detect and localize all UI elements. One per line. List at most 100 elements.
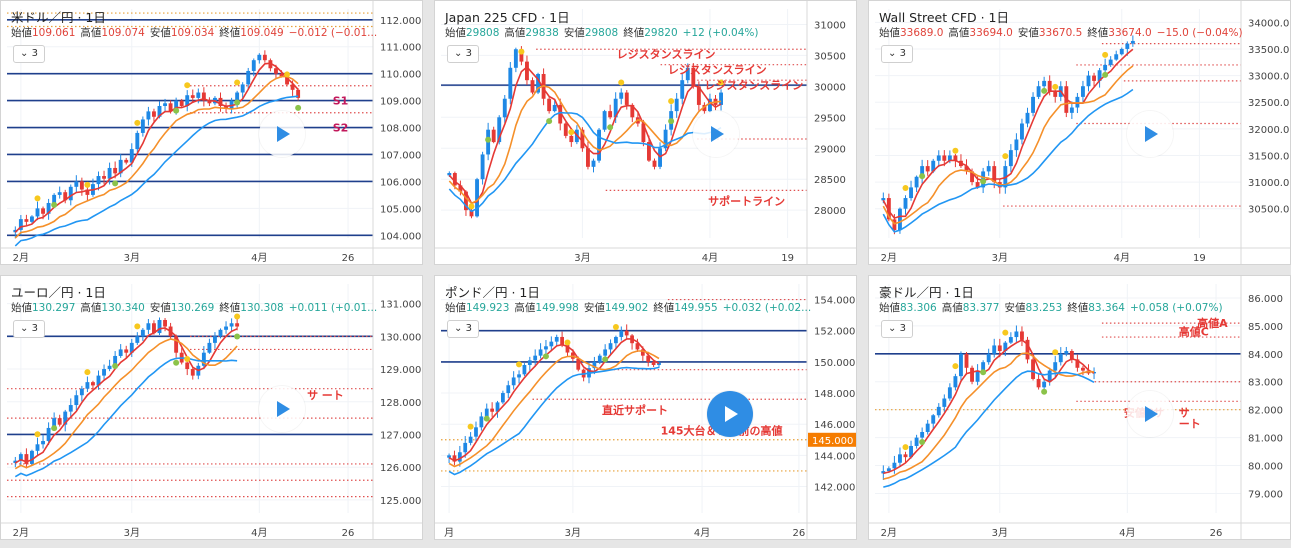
candle-body: [538, 349, 543, 356]
candle-body: [1020, 331, 1024, 340]
candle-body: [547, 98, 552, 112]
candle-body: [218, 97, 223, 106]
play-button[interactable]: [692, 110, 739, 157]
signal-dot-green: [485, 136, 492, 143]
ma-long-line: [883, 370, 1095, 488]
y-axis: 30500.0 31000.0 31500.0 32000.0 32500.0 33000…: [1240, 1, 1289, 264]
candle-body: [146, 323, 151, 330]
annotation-label: レジスタンスライン: [705, 79, 804, 92]
candle-body: [235, 323, 240, 327]
y-axis: 142.000 144.000 146.000 148.000 150.000 152.0…: [806, 276, 856, 539]
signal-dot-yellow: [234, 313, 241, 320]
candle-body: [527, 360, 532, 366]
chart-title: 豪ドル／円 · 1日: [879, 285, 974, 300]
candle-body: [708, 98, 712, 112]
candle-body: [554, 336, 559, 342]
x-tick-label: 2月: [881, 252, 897, 264]
signal-dot-yellow: [284, 71, 291, 78]
ma-mid-line: [448, 85, 722, 205]
candle-body: [447, 455, 451, 458]
ohlc-open-label: 始値: [445, 302, 466, 314]
candle-body: [592, 361, 597, 369]
play-button[interactable]: [258, 110, 305, 157]
signal-dot-yellow: [668, 98, 675, 105]
candle-body: [18, 219, 23, 230]
candle-body: [113, 355, 118, 366]
x-tick-label: 3月: [992, 252, 1008, 264]
ohlc-open-value: 149.923: [466, 302, 510, 314]
x-tick-label: 2月: [881, 527, 897, 539]
y-tick-label: 30500: [814, 51, 846, 62]
play-button[interactable]: [258, 385, 305, 432]
signal-dot-green: [112, 362, 119, 369]
indicator-count: 3: [899, 48, 906, 59]
x-tick-label: 4月: [1119, 527, 1135, 539]
annotation-label: レジスタンスライン: [668, 64, 767, 77]
ohlc-low-value: 33670.5: [1038, 27, 1083, 39]
signal-dot-green: [980, 369, 987, 376]
signal-dot-yellow: [1102, 51, 1109, 58]
x-tick-label: 3月: [124, 252, 140, 264]
y-tick-label: 127.000: [380, 430, 421, 441]
signal-dot-yellow: [518, 48, 525, 55]
signal-dot-yellow: [184, 82, 191, 89]
indicator-toggle-button[interactable]: ⌄ 3: [13, 320, 45, 338]
ohlc-legend: 始値83.306 高値83.377 安値83.253 終値83.364 +0.058 (…: [879, 300, 1223, 315]
candle-body: [152, 111, 156, 117]
y-tick-label: 29500: [814, 113, 846, 124]
indicator-toggle-button[interactable]: ⌄ 3: [447, 320, 479, 338]
annotation-label: サ: [1179, 406, 1190, 419]
play-button[interactable]: [1126, 390, 1173, 437]
ohlc-change-value: −15.0 (−0.04%): [1156, 27, 1243, 39]
chart-svg: 30500.0 31000.0 31500.0 32000.0 32500.0 33000…: [869, 1, 1290, 264]
y-tick-label: 126.000: [380, 463, 421, 474]
candle-body: [1031, 96, 1035, 113]
candle-body: [240, 84, 245, 93]
ma-mid-line: [448, 350, 660, 468]
y-tick-label: 130.000: [380, 332, 421, 343]
candle-body: [107, 365, 112, 370]
candle-body: [931, 160, 936, 172]
annotation-label: レジスタンスライン: [617, 48, 716, 61]
y-tick-label: 84.000: [1248, 350, 1283, 361]
candle-body: [490, 408, 495, 412]
candle-body: [925, 423, 930, 433]
chart-svg: S1S2104.000105.000106.000107.000108.0001…: [1, 1, 422, 264]
candle-body: [892, 219, 897, 231]
candle-body: [997, 345, 1002, 352]
candle-body: [207, 100, 212, 104]
candle-body: [13, 460, 18, 463]
chart-title: ポンド／円 · 1日: [445, 285, 540, 300]
candle-body: [964, 353, 969, 368]
ohlc-close-label: 終値: [1087, 27, 1109, 39]
candle-body: [886, 198, 891, 220]
ohlc-high-value: 109.074: [101, 27, 145, 39]
candle-body: [1003, 342, 1008, 352]
candle-body: [975, 370, 980, 382]
y-tick-label: 144.000: [814, 451, 855, 462]
indicator-toggle-button[interactable]: ⌄ 3: [13, 45, 45, 63]
signal-dot-green: [51, 425, 58, 432]
play-triangle: [276, 400, 290, 417]
indicator-toggle-button[interactable]: ⌄ 3: [881, 45, 913, 63]
ma-long-line: [448, 111, 722, 213]
signal-dot-yellow: [952, 147, 959, 154]
candle-body: [41, 208, 45, 214]
candle-body: [229, 100, 234, 109]
indicator-toggle-button[interactable]: ⌄ 3: [447, 45, 479, 63]
ohlc-low-label: 安値: [563, 27, 585, 39]
annotation-label: サ: [307, 389, 318, 402]
candle-body: [920, 432, 925, 438]
indicator-toggle-button[interactable]: ⌄ 3: [881, 320, 913, 338]
play-button[interactable]: [707, 390, 754, 437]
play-button[interactable]: [1126, 110, 1173, 157]
y-tick-label: 28500: [814, 175, 846, 186]
ohlc-high-value: 29838: [525, 27, 559, 39]
candle-body: [1058, 353, 1063, 363]
candle-body: [986, 353, 991, 363]
candle-body: [519, 49, 524, 62]
candle-body: [1014, 331, 1019, 338]
signal-dot-yellow: [564, 339, 571, 346]
y-tick-label: 80.000: [1248, 462, 1283, 473]
